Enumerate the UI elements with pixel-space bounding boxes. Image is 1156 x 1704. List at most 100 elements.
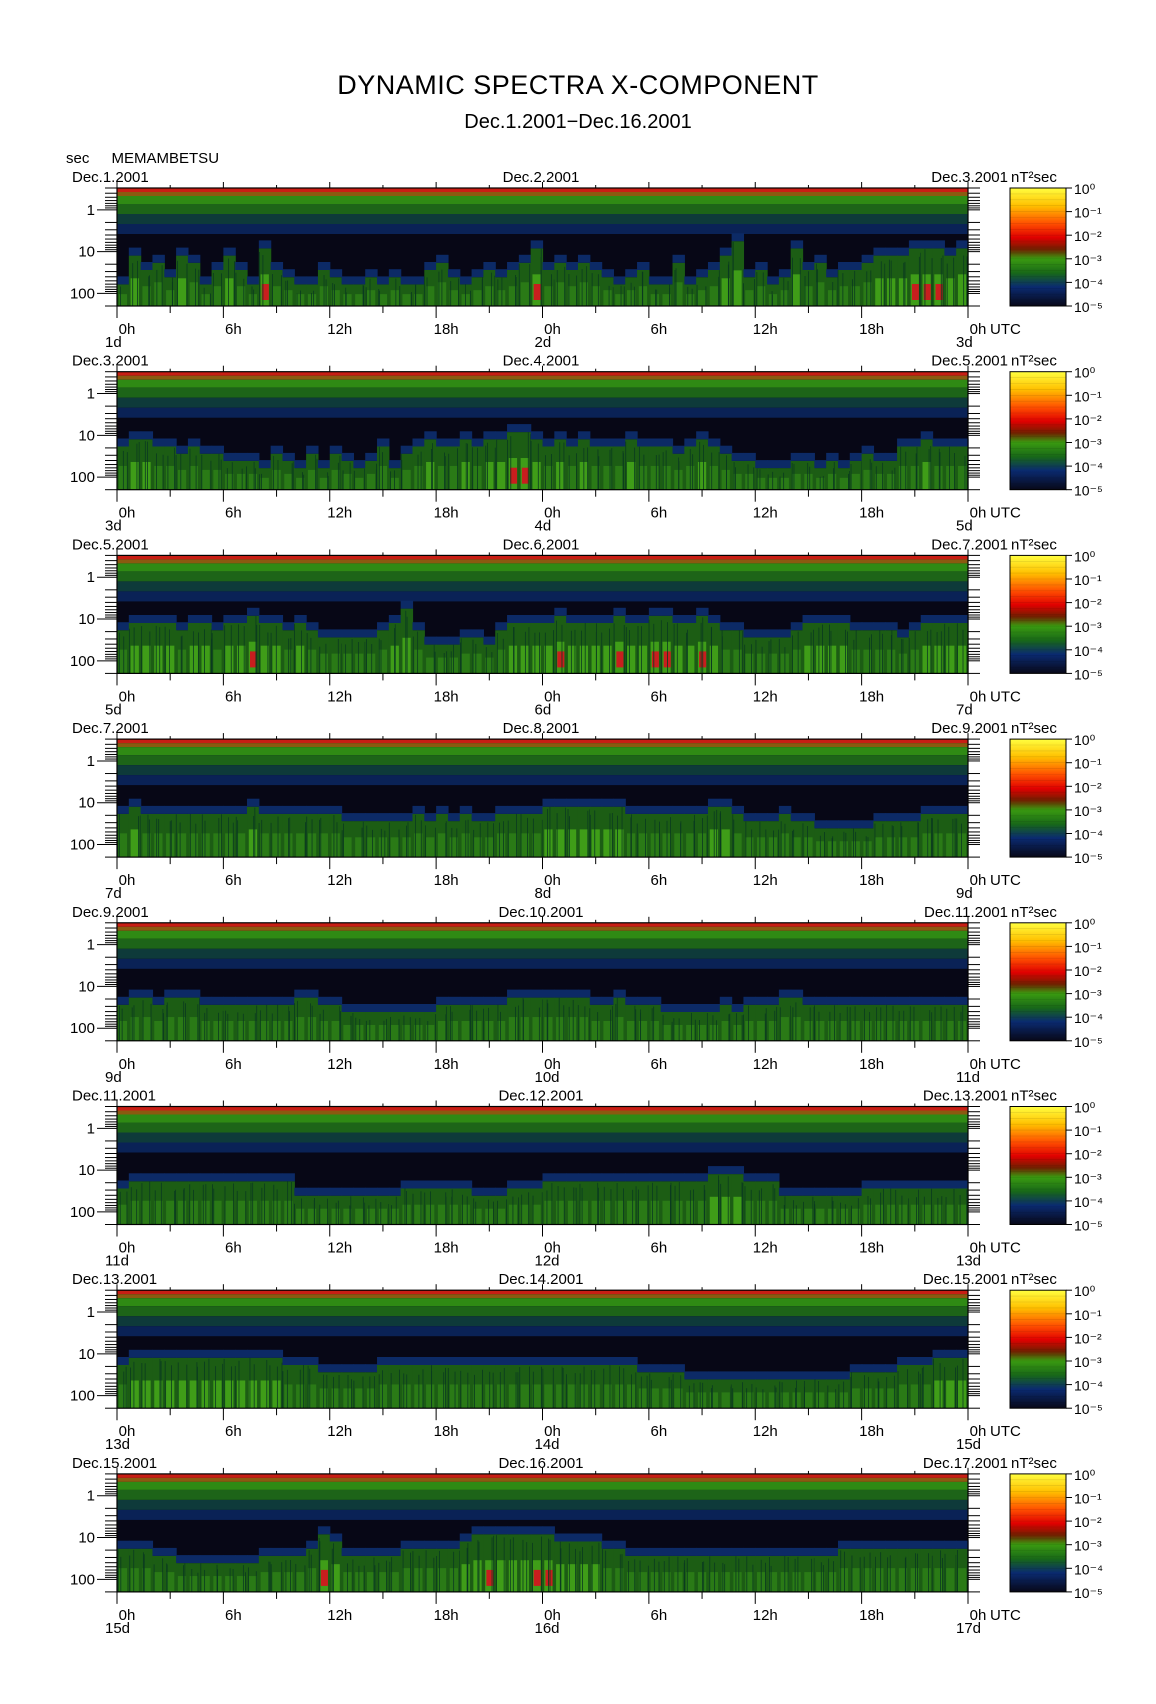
x-tick-label: 18h (434, 1607, 459, 1624)
activity-core (520, 1017, 529, 1041)
activity-core (721, 1021, 730, 1041)
y-tick-label: 1 (87, 1304, 95, 1321)
x-tick-label: 0h (119, 1607, 136, 1624)
activity-fringe (613, 1173, 626, 1182)
activity-fringe (223, 247, 236, 256)
activity-core (591, 465, 600, 490)
activity-core (556, 461, 565, 490)
activity-core (272, 1200, 281, 1225)
activity-core (898, 1568, 908, 1592)
activity-core (236, 645, 246, 674)
activity-fringe (767, 460, 780, 469)
activity-core (804, 645, 813, 674)
spectrogram-band (117, 407, 968, 418)
activity-fringe (589, 438, 603, 447)
spectrogram-band (117, 775, 968, 786)
activity-core (343, 1388, 352, 1409)
activity-core (272, 1572, 281, 1592)
activity-fringe (306, 622, 319, 631)
activity-core (674, 645, 683, 674)
activity-core (520, 1384, 529, 1409)
activity-core (863, 282, 872, 306)
activity-fringe (140, 262, 154, 270)
activity-fringe (908, 813, 922, 822)
activity-core (804, 473, 813, 490)
activity-core (757, 653, 766, 674)
activity-core (544, 645, 553, 674)
activity-fringe (566, 989, 579, 998)
activity-fringe (731, 1004, 745, 1012)
activity-fringe (518, 424, 532, 433)
activity-core (603, 829, 612, 858)
activity-fringe (897, 1180, 910, 1189)
x-tick-label: 18h (859, 688, 884, 705)
activity-core (875, 1021, 884, 1041)
activity-fringe (530, 1180, 544, 1189)
activity-core (567, 1200, 577, 1225)
activity-core (603, 645, 612, 674)
activity-fringe (861, 1364, 875, 1373)
day-end-label: 11d (956, 1069, 980, 1086)
activity-core (745, 1021, 754, 1041)
activity-fringe (920, 615, 934, 623)
activity-fringe (849, 452, 863, 461)
panel-mid-date: Dec.8.2001 (503, 720, 580, 737)
activity-fringe (424, 636, 437, 645)
activity-core (366, 653, 376, 674)
activity-fringe (672, 1547, 685, 1556)
activity-fringe (117, 805, 130, 814)
activity-core (757, 837, 766, 858)
activity-fringe (920, 805, 934, 814)
activity-core (473, 1560, 482, 1592)
activity-core (946, 1380, 955, 1409)
y-tick-label: 10 (78, 1530, 95, 1547)
activity-fringe (589, 1357, 603, 1365)
activity-fringe (128, 1349, 142, 1358)
activity-core (816, 1208, 825, 1225)
spectrogram-band (117, 188, 968, 192)
activity-fringe (365, 1004, 378, 1012)
x-tick-label: 0h (970, 505, 987, 522)
activity-core (307, 1208, 317, 1225)
activity-fringe (837, 460, 851, 469)
activity-fringe (767, 996, 780, 1005)
x-tick-label: 18h (859, 872, 884, 889)
activity-core (922, 1568, 931, 1592)
colorbar-tick-label: 10⁻⁵ (1074, 1034, 1103, 1050)
activity-fringe (377, 1547, 390, 1556)
activity-core (307, 469, 317, 490)
activity-fringe (554, 1533, 567, 1542)
activity-hotspot (533, 1569, 541, 1586)
day-mid-label: 16d (535, 1620, 560, 1637)
activity-fringe (459, 996, 473, 1005)
panel-end-date: Dec.17.2001 (923, 1455, 1008, 1472)
panel-start-date: Dec.7.2001 (72, 720, 149, 737)
activity-core (792, 274, 801, 306)
activity-core (236, 473, 246, 490)
activity-fringe (223, 1349, 236, 1358)
activity-fringe (849, 1364, 863, 1373)
colorbar-tick-label: 10⁻⁵ (1074, 850, 1103, 866)
activity-fringe (235, 1173, 248, 1182)
activity-fringe (767, 1173, 780, 1182)
colorbar-tick-label: 10⁻² (1074, 412, 1102, 428)
activity-fringe (258, 1547, 272, 1556)
activity-fringe (648, 996, 662, 1005)
activity-fringe (152, 1547, 165, 1556)
activity-core (225, 1200, 234, 1225)
activity-fringe (412, 1540, 425, 1549)
activity-fringe (837, 1187, 851, 1196)
spectrogram-band (117, 1481, 968, 1490)
y-tick-label: 10 (78, 1162, 95, 1179)
activity-fringe (920, 1540, 934, 1549)
y-tick-label: 10 (78, 611, 95, 628)
activity-core (957, 1204, 967, 1225)
x-tick-label: 12h (327, 688, 352, 705)
activity-core (591, 645, 600, 674)
activity-fringe (826, 452, 839, 461)
activity-fringe (329, 445, 343, 454)
activity-fringe (826, 820, 839, 829)
activity-core (567, 645, 577, 674)
activity-core (378, 294, 388, 306)
activity-core (331, 1208, 340, 1225)
